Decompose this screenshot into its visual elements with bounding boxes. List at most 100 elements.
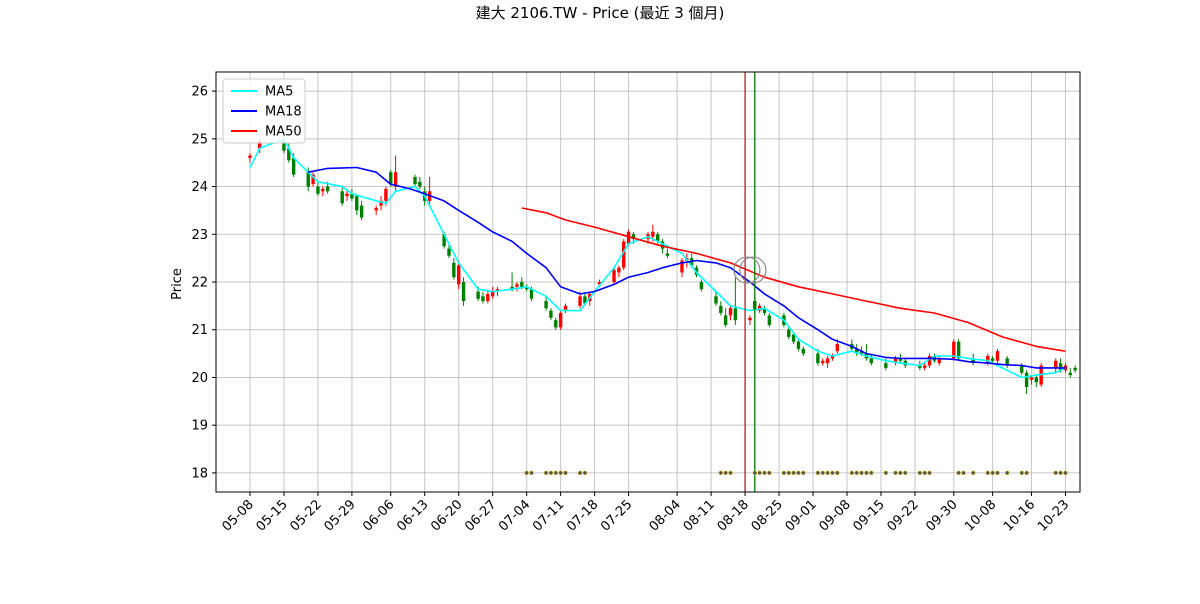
candle-body bbox=[651, 231, 655, 237]
x-tick-label: 07-18 bbox=[564, 497, 601, 534]
candle-body bbox=[990, 358, 995, 361]
candle-body bbox=[699, 282, 704, 290]
candle-body bbox=[723, 315, 728, 325]
x-tick-label: 06-27 bbox=[462, 497, 499, 534]
signal-marker bbox=[563, 470, 568, 476]
candle-body bbox=[490, 291, 495, 297]
candle-body bbox=[257, 141, 262, 149]
signal-marker bbox=[864, 470, 869, 476]
signal-marker bbox=[985, 470, 990, 476]
candle-body bbox=[393, 172, 398, 187]
candle-body bbox=[359, 205, 364, 218]
candle-body bbox=[801, 348, 806, 354]
signal-marker bbox=[553, 470, 558, 476]
signal-marker bbox=[1024, 470, 1029, 476]
candle-body bbox=[1005, 358, 1009, 366]
candle-body bbox=[510, 286, 514, 290]
signal-marker bbox=[903, 470, 908, 476]
candle-body bbox=[680, 260, 684, 273]
candle-body bbox=[563, 305, 568, 311]
x-tick-label: 06-20 bbox=[428, 497, 465, 534]
x-tick-label: 09-22 bbox=[884, 497, 921, 534]
candle-body bbox=[821, 360, 825, 364]
candle-body bbox=[767, 315, 772, 325]
signal-marker bbox=[801, 470, 806, 476]
x-tick-label: 07-11 bbox=[530, 497, 567, 534]
legend-label: MA50 bbox=[265, 125, 302, 140]
signal-marker bbox=[830, 470, 835, 476]
candle-body bbox=[884, 363, 888, 368]
candle-body bbox=[927, 355, 932, 366]
candle-body bbox=[1024, 372, 1029, 387]
signal-marker bbox=[762, 470, 767, 476]
signal-marker bbox=[961, 470, 966, 476]
candle-body bbox=[631, 234, 636, 240]
y-tick-label: 23 bbox=[191, 228, 208, 243]
signal-marker bbox=[815, 470, 820, 476]
signal-marker bbox=[1005, 470, 1010, 476]
ma-layer bbox=[249, 138, 1066, 379]
legend: MA5 MA18 MA50 bbox=[222, 78, 306, 144]
signal-marker bbox=[752, 470, 757, 476]
y-axis-label: Price bbox=[170, 268, 185, 300]
candle-body bbox=[859, 351, 864, 354]
x-tick-label: 10-16 bbox=[1001, 497, 1038, 534]
candle-body bbox=[325, 186, 330, 192]
x-tick-label: 06-06 bbox=[360, 497, 397, 534]
candle-layer bbox=[248, 134, 1077, 395]
grid-layer bbox=[216, 72, 1080, 492]
signal-marker bbox=[869, 470, 874, 476]
candle-body bbox=[418, 181, 422, 187]
marker-layer bbox=[524, 470, 1068, 476]
x-tick-label: 05-29 bbox=[321, 497, 358, 534]
candle-body bbox=[971, 358, 975, 364]
signal-marker bbox=[835, 470, 840, 476]
signal-marker bbox=[1058, 470, 1063, 476]
candle-body bbox=[389, 172, 393, 185]
candle-body bbox=[549, 310, 553, 318]
x-tick-label: 07-25 bbox=[598, 497, 635, 534]
candle-body bbox=[456, 265, 461, 285]
candle-body bbox=[733, 308, 738, 321]
signal-marker bbox=[922, 470, 927, 476]
series-line-ma5 bbox=[249, 138, 1066, 379]
signal-marker bbox=[995, 470, 1000, 476]
candle-body bbox=[1068, 372, 1072, 376]
signal-marker bbox=[524, 470, 529, 476]
candle-body bbox=[379, 200, 383, 206]
candle-body bbox=[787, 329, 791, 337]
candle-body bbox=[355, 196, 359, 211]
x-tick-label: 10-08 bbox=[962, 497, 999, 534]
signal-marker bbox=[820, 470, 825, 476]
candle-body bbox=[461, 282, 466, 302]
candle-body bbox=[486, 293, 490, 302]
signal-marker bbox=[786, 470, 791, 476]
x-tick-label: 05-22 bbox=[287, 497, 324, 534]
signal-marker bbox=[757, 470, 762, 476]
legend-box bbox=[222, 78, 306, 144]
y-tick-label: 22 bbox=[191, 276, 208, 291]
x-tick-label: 07-04 bbox=[496, 497, 533, 534]
candle-body bbox=[937, 358, 941, 364]
candle-body bbox=[311, 174, 315, 185]
signal-marker bbox=[767, 470, 772, 476]
signal-marker bbox=[990, 470, 995, 476]
candle-body bbox=[1058, 363, 1063, 371]
y-tick-label: 24 bbox=[191, 180, 208, 195]
candle-body bbox=[626, 231, 631, 244]
series-line-ma18 bbox=[308, 166, 1066, 369]
candle-body bbox=[345, 193, 349, 197]
chart-title: 建大 2106.TW - Price (最近 3 個月) bbox=[476, 4, 725, 22]
candle-body bbox=[918, 365, 922, 368]
signal-marker bbox=[1063, 470, 1068, 476]
candle-body bbox=[816, 353, 820, 364]
x-tick-label: 08-11 bbox=[681, 497, 718, 534]
x-tick-label: 08-18 bbox=[715, 497, 752, 534]
candle-body bbox=[520, 282, 524, 287]
series-line-ma50 bbox=[521, 207, 1066, 352]
candle-body bbox=[597, 282, 602, 285]
candle-body bbox=[452, 262, 456, 278]
candle-body bbox=[830, 355, 835, 359]
candle-body bbox=[384, 188, 388, 201]
